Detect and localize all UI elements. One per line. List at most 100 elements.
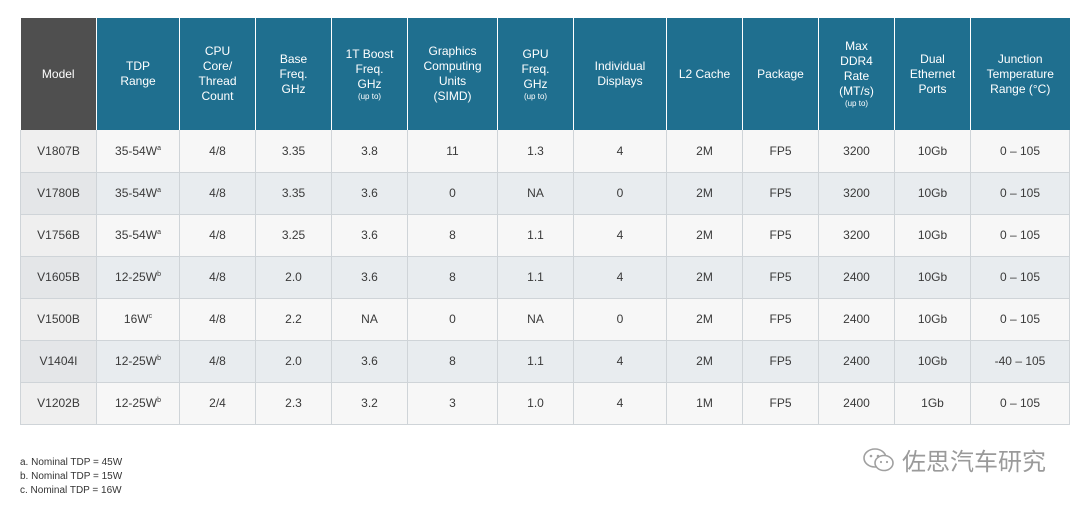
cell-value: 0 – 105 [999, 143, 1041, 158]
cell-value: 2.3 [285, 396, 302, 410]
cell-gpu: 1.1 [497, 340, 574, 383]
header-line: Max [845, 39, 868, 53]
cell-value: 4 [616, 143, 624, 158]
cell-temp: 0 – 105 [970, 382, 1070, 425]
cell-value: 2M [696, 143, 713, 158]
tdp-footnote-mark: b [157, 271, 161, 278]
cell-value: V1780B [37, 186, 80, 200]
cell-value: FP5 [769, 270, 792, 284]
spec-table: Model TDP Range CPU Core/Thread Count Base Freq… [20, 18, 1070, 425]
header-line: CPU [204, 44, 231, 58]
cell-value: 3.6 [361, 354, 378, 368]
cell-model: V1404I [20, 340, 97, 383]
cell-value: NA [361, 312, 378, 326]
header-line: Package [757, 66, 804, 81]
cell-model: V1500B [20, 298, 97, 341]
cell-l2: 2M [666, 214, 743, 257]
cell-boost: 3.6 [331, 172, 408, 215]
cell-value: 1Gb [921, 396, 944, 410]
cell-ethernet: 10Gb [894, 256, 971, 299]
header-line: Ethernet [909, 66, 956, 81]
header-line: Thread [198, 74, 237, 88]
table-row: V1807B 35-54Wa 4/8 3.35 3.8 11 1.3 4 2M FP5 3200 10… [20, 130, 1070, 173]
cell-boost: NA [331, 298, 408, 341]
header-line: Computing [423, 59, 482, 73]
cell-value: 35-54W [115, 143, 158, 158]
column-header: Package [742, 18, 819, 130]
cell-gpu: 1.3 [497, 130, 574, 173]
cell-model: V1202B [20, 382, 97, 425]
cell-value: 12-25W [115, 270, 158, 284]
cell-temp: 0 – 105 [970, 130, 1070, 173]
cell-value: 3.6 [361, 270, 378, 284]
header-line: (MT/s) [839, 84, 874, 98]
cell-value: 3.35 [281, 186, 306, 200]
cell-tdp: 12-25Wb [96, 256, 180, 299]
cell-value: 3200 [843, 228, 870, 242]
watermark-text: 佐思汽车研究 [902, 448, 1046, 476]
cell-value: V1605B [37, 270, 80, 284]
cell-cores: 4/8 [179, 214, 256, 257]
cell-value: 10Gb [917, 228, 948, 242]
cell-ethernet: 10Gb [894, 298, 971, 341]
column-header: CPU Core/Thread Count [179, 18, 256, 130]
cell-package: FP5 [742, 382, 819, 425]
column-header: Max DDR4 Rate (MT/s) (up to) [818, 18, 895, 130]
tdp-footnote-mark: a [157, 229, 161, 236]
cell-value: 3.2 [361, 396, 378, 410]
cell-base: 3.35 [255, 172, 332, 215]
cell-displays: 4 [573, 130, 667, 173]
cell-temp: 0 – 105 [970, 214, 1070, 257]
cell-temp: 0 – 105 [970, 172, 1070, 215]
cell-value: 2M [696, 228, 713, 242]
cell-ddr4: 3200 [818, 214, 895, 257]
cell-gpu: NA [497, 172, 574, 215]
cell-value: 0 [449, 312, 456, 326]
cell-value: 2/4 [209, 396, 226, 410]
header-line: GPU [522, 46, 549, 61]
header-subnote: (up to) [844, 99, 869, 108]
cell-base: 2.0 [255, 256, 332, 299]
header-line: (SIMD) [433, 89, 472, 103]
cell-value: 16W [123, 312, 149, 326]
cell-displays: 4 [573, 382, 667, 425]
header-line: GHz [281, 81, 306, 96]
cell-value: FP5 [769, 396, 792, 410]
cell-ddr4: 2400 [818, 340, 895, 383]
column-header: Dual Ethernet Ports [894, 18, 971, 130]
cell-gpu: 1.0 [497, 382, 574, 425]
cell-value: 2.0 [285, 270, 302, 284]
column-header: Model [20, 18, 97, 130]
cell-ethernet: 10Gb [894, 214, 971, 257]
cell-package: FP5 [742, 172, 819, 215]
cell-tdp: 16Wc [96, 298, 180, 341]
cell-value: V1404I [39, 354, 78, 368]
cell-value: 10Gb [917, 354, 948, 368]
cell-cu: 8 [407, 214, 498, 257]
header-line: Freq. [355, 61, 384, 76]
tdp-footnote-mark: a [157, 187, 161, 194]
table-body: V1807B 35-54Wa 4/8 3.35 3.8 11 1.3 4 2M FP5 3200 10… [20, 130, 1070, 425]
cell-boost: 3.6 [331, 340, 408, 383]
header-line: Dual [920, 51, 945, 66]
cell-value: FP5 [769, 354, 792, 368]
cell-value: 1.1 [527, 270, 544, 284]
cell-value: FP5 [769, 143, 792, 158]
cell-value: 8 [449, 228, 456, 242]
header-line: Freq. [521, 61, 550, 76]
cell-cores: 4/8 [179, 130, 256, 173]
header-line: DDR4 [840, 54, 873, 68]
cell-value: 11 [446, 143, 459, 158]
cell-displays: 0 [573, 298, 667, 341]
cell-boost: 3.2 [331, 382, 408, 425]
footnote-b: b. Nominal TDP = 15W [20, 471, 123, 482]
header-line: GHz [357, 76, 382, 91]
header-line: Range [120, 74, 156, 88]
footnote-a: a. Nominal TDP = 45W [20, 457, 123, 468]
cell-value: 35-54W [115, 228, 158, 242]
footnotes: a. Nominal TDP = 45W b. Nominal TDP = 15… [20, 456, 122, 498]
cell-value: 0 – 105 [999, 396, 1041, 410]
cell-cu: 0 [407, 172, 498, 215]
cell-value: 2400 [843, 354, 870, 368]
cell-tdp: 12-25Wb [96, 340, 180, 383]
